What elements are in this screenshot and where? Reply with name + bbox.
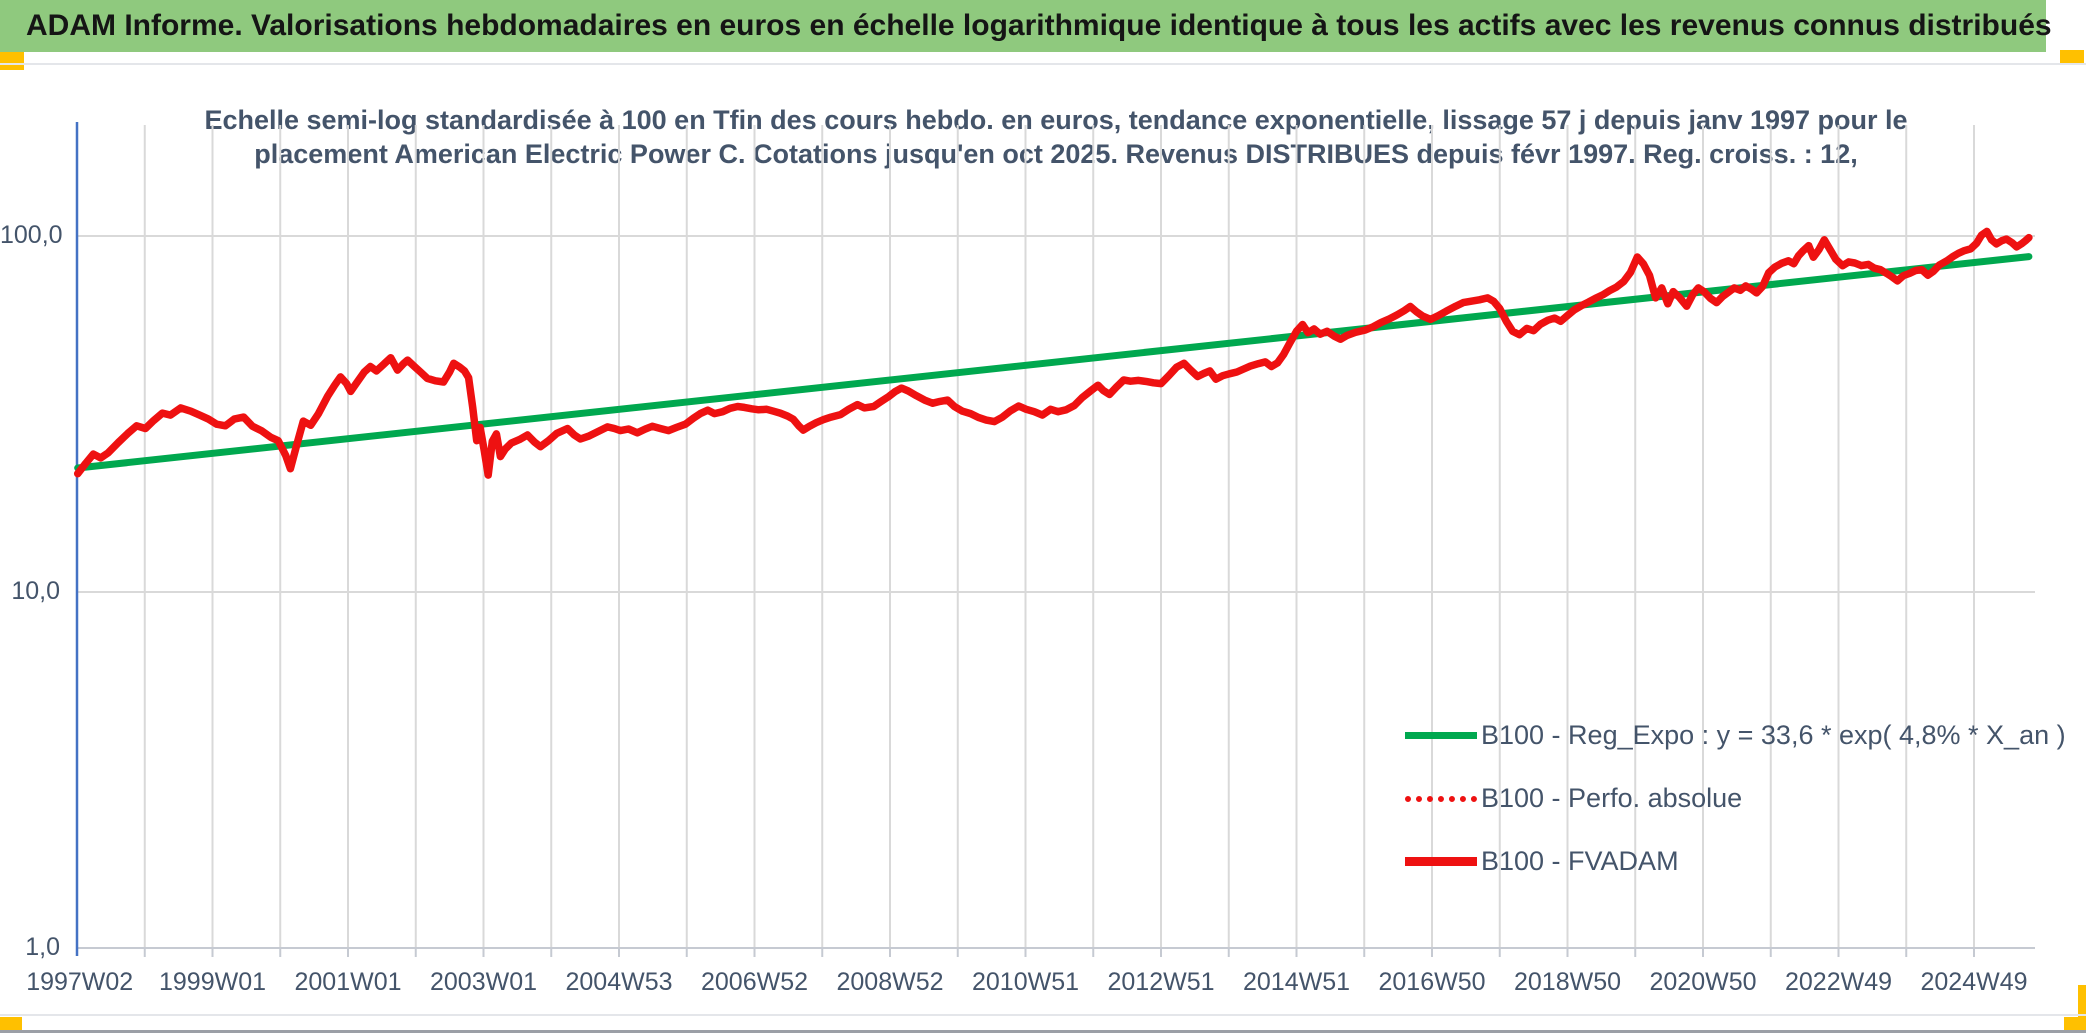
x-tick-label: 2012W51 (1107, 968, 1215, 996)
x-tick-label: 1997W02 (26, 968, 134, 996)
x-tick-label: 2022W49 (1784, 968, 1893, 996)
legend-label: B100 - Reg_Expo : y = 33,6 * exp( 4,8% *… (1481, 720, 2066, 750)
x-tick-label: 2020W50 (1649, 968, 1757, 996)
legend-swatch-solid (1405, 857, 1477, 866)
header-banner: ADAM Informe. Valorisations hebdomadaire… (0, 0, 2052, 52)
x-tick-label: 2010W51 (971, 968, 1080, 996)
x-tick-label: 2024W49 (1920, 968, 2028, 996)
legend-swatch-dotted (1405, 795, 1477, 802)
x-tick-label: 2008W52 (836, 968, 944, 996)
x-tick-label: 2018W50 (1513, 968, 1622, 996)
chart-title-line1: Echelle semi-log standardisée à 100 en T… (204, 105, 1908, 135)
legend-item: B100 - Perfo. absolue (1405, 767, 2066, 830)
y-tick-label: 10,0 (11, 577, 60, 605)
legend-item: B100 - FVADAM (1405, 830, 2066, 893)
bottom-rule (0, 1014, 2086, 1016)
legend-swatch-solid (1405, 732, 1477, 739)
accent-square-bottom-left (0, 1017, 22, 1030)
chart-legend: B100 - Reg_Expo : y = 33,6 * exp( 4,8% *… (1405, 704, 2066, 893)
y-tick-label: 1,0 (25, 933, 60, 961)
x-tick-label: 2003W01 (429, 968, 538, 996)
accent-strip-right (2078, 985, 2086, 1030)
x-tick-label: 2004W53 (565, 968, 673, 996)
x-tick-label: 2001W01 (294, 968, 402, 996)
x-tick-label: 2014W51 (1242, 968, 1351, 996)
bottom-border (0, 1030, 2086, 1033)
legend-item: B100 - Reg_Expo : y = 33,6 * exp( 4,8% *… (1405, 704, 2066, 767)
x-tick-label: 1999W01 (158, 968, 267, 996)
chart-title-line2: placement American Electric Power C. Cot… (254, 139, 1858, 169)
page-title: ADAM Informe. Valorisations hebdomadaire… (26, 9, 2052, 42)
top-rule (0, 63, 2086, 65)
x-tick-label: 2006W52 (700, 968, 809, 996)
accent-square-top-left (0, 52, 24, 70)
x-tick-label: 2016W50 (1378, 968, 1486, 996)
accent-square-top-right (2060, 50, 2084, 64)
series-b100-fvadam (73, 227, 2033, 479)
legend-label: B100 - Perfo. absolue (1481, 783, 1743, 813)
accent-square-bottom-right (2064, 1017, 2086, 1030)
y-tick-label: 100,0 (0, 221, 63, 249)
legend-label: B100 - FVADAM (1481, 846, 1679, 876)
